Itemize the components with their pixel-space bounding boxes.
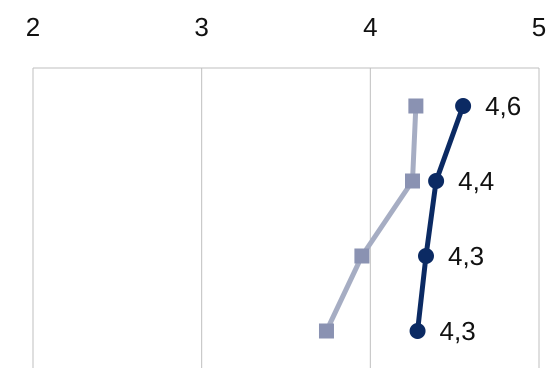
series-1-point-3 <box>417 248 434 264</box>
gridlines <box>32 67 540 368</box>
x-tick-label-2: 2 <box>26 12 40 42</box>
x-tick-label-4: 4 <box>363 12 377 42</box>
series-2-line <box>324 105 419 333</box>
series-1-point-4 <box>409 323 426 339</box>
data-label-1-1: 4,6 <box>485 91 521 121</box>
series-1-line <box>415 105 466 332</box>
series-1-point-1 <box>455 98 472 114</box>
series-2-point-2 <box>405 173 420 189</box>
x-axis-ticks: 2 3 4 5 <box>26 12 546 42</box>
series-2-point-1 <box>408 98 424 114</box>
data-label-1-4: 4,3 <box>440 316 476 346</box>
x-tick-label-5: 5 <box>532 12 546 42</box>
data-labels: 4,6 4,4 4,3 4,3 <box>440 91 522 346</box>
series-2-point-3 <box>354 248 370 264</box>
x-tick-label-3: 3 <box>194 12 208 42</box>
series-group <box>318 98 472 339</box>
data-label-1-3: 4,3 <box>448 241 484 271</box>
data-label-1-2: 4,4 <box>458 166 494 196</box>
series-2-point-4 <box>318 323 334 339</box>
series-1-point-2 <box>428 173 445 189</box>
